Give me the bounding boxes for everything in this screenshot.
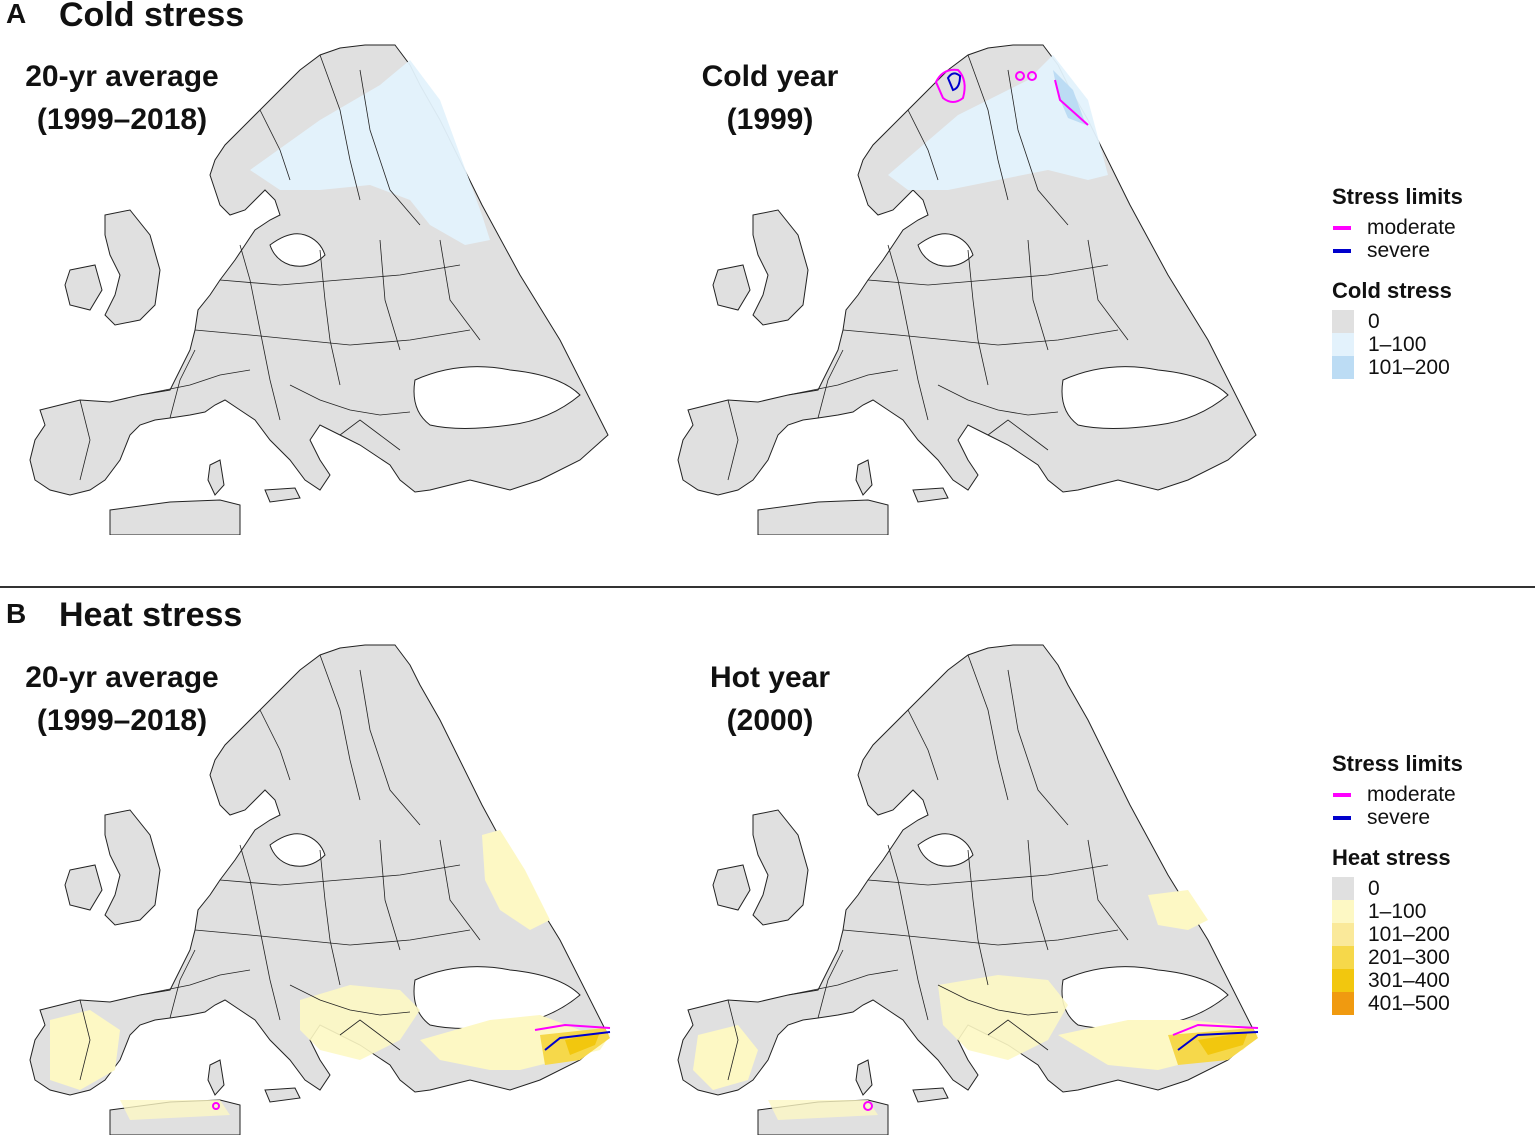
legend-swatch [1332,969,1354,992]
legend-scale-title: Cold stress [1332,278,1452,303]
map-cold-year [677,44,1257,535]
moderate-line-key [1333,792,1351,797]
panel-divider [0,586,1535,588]
map-label-line1: 20-yr average [25,60,219,93]
map-label-line2: (1999–2018) [36,704,208,737]
panel-a-title: Cold stress [59,0,245,34]
legend-class-label: 401–500 [1368,991,1450,1015]
map-label-line1: 20-yr average [25,661,219,694]
legend-class-label: 301–400 [1368,968,1450,992]
legend-swatch [1332,877,1354,900]
legend-swatch [1332,356,1354,379]
legend-class-row: 201–300 [1332,946,1463,969]
legend-row-moderate: moderate [1332,216,1463,239]
map-label-line2: (1999–2018) [36,103,208,136]
legend-class-label: 201–300 [1368,945,1450,969]
legend-class-row: 0 [1332,877,1463,900]
map-label-line2: (2000) [726,704,814,737]
legend-row-moderate: moderate [1332,783,1463,806]
panel-a-letter: A [6,0,27,29]
legend-row-severe: severe [1332,806,1463,829]
legend-class-row: 301–400 [1332,969,1463,992]
legend-swatch [1332,310,1354,333]
legend-severe-label: severe [1367,805,1431,829]
legend-scale-title: Heat stress [1332,845,1451,870]
legend-class-label: 101–200 [1368,355,1450,379]
legend-heat: Stress limits moderate severe Heat stres… [1332,751,1463,1015]
legend-class-label: 101–200 [1368,922,1450,946]
legend-class-label: 0 [1368,876,1380,900]
legend-row-severe: severe [1332,239,1463,262]
map-cold-average [29,44,609,535]
legend-limits-title: Stress limits [1332,184,1463,209]
moderate-line-key [1333,225,1351,230]
map-cold-year-label: Cold year (1999) [650,55,890,141]
map-heat-year-label: Hot year (2000) [650,656,890,742]
legend-swatch [1332,992,1354,1015]
legend-class-label: 1–100 [1368,332,1427,356]
panel-b-letter: B [6,598,27,629]
map-heat-year [677,644,1259,1135]
legend-limits-title: Stress limits [1332,751,1463,776]
legend-class-label: 1–100 [1368,899,1427,923]
map-label-line1: Hot year [709,661,831,694]
legend-swatch [1332,923,1354,946]
legend-class-label: 0 [1368,309,1380,333]
legend-swatch [1332,946,1354,969]
panel-b-title: Heat stress [59,596,243,634]
map-heat-average [29,644,611,1135]
legend-class-row: 0 [1332,310,1463,333]
legend-class-row: 101–200 [1332,923,1463,946]
severe-line-key [1333,815,1351,820]
severe-line-key [1333,248,1351,253]
legend-class-row: 1–100 [1332,333,1463,356]
map-label-line2: (1999) [726,103,814,136]
legend-moderate-label: moderate [1367,215,1456,239]
legend-class-row: 101–200 [1332,356,1463,379]
map-heat-average-label: 20-yr average (1999–2018) [2,656,242,742]
legend-severe-label: severe [1367,238,1431,262]
legend-swatch [1332,900,1354,923]
legend-class-row: 401–500 [1332,992,1463,1015]
legend-class-row: 1–100 [1332,900,1463,923]
legend-swatch [1332,333,1354,356]
legend-moderate-label: moderate [1367,782,1456,806]
map-cold-average-label: 20-yr average (1999–2018) [2,55,242,141]
map-label-line1: Cold year [701,60,839,93]
legend-cold: Stress limits moderate severe Cold stres… [1332,184,1463,379]
